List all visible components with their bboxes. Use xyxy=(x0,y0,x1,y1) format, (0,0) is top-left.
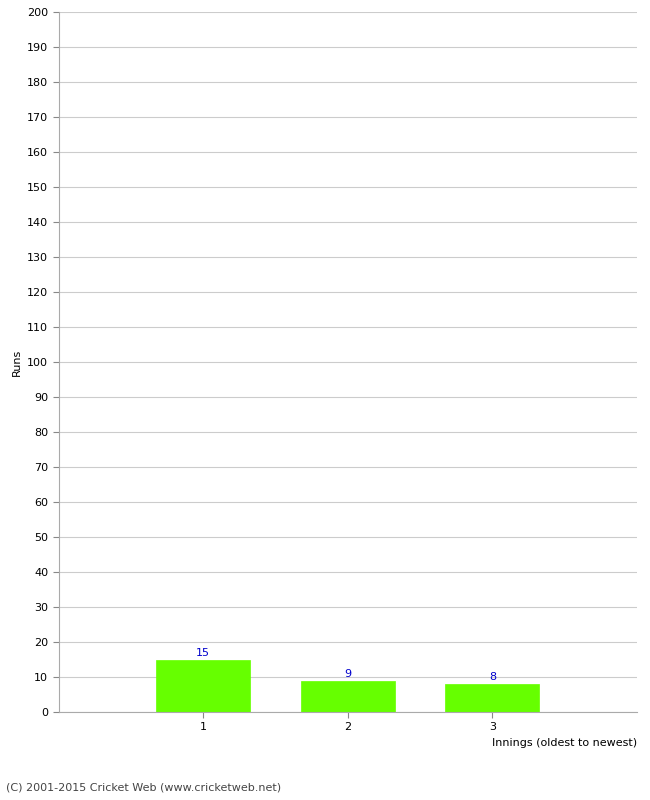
Text: 15: 15 xyxy=(196,648,210,658)
Bar xyxy=(156,659,250,712)
Bar xyxy=(301,681,395,712)
Y-axis label: Runs: Runs xyxy=(12,348,21,376)
Text: 8: 8 xyxy=(489,672,496,682)
Text: (C) 2001-2015 Cricket Web (www.cricketweb.net): (C) 2001-2015 Cricket Web (www.cricketwe… xyxy=(6,782,281,792)
Bar xyxy=(445,684,540,712)
Text: 9: 9 xyxy=(344,669,351,678)
X-axis label: Innings (oldest to newest): Innings (oldest to newest) xyxy=(492,738,637,748)
